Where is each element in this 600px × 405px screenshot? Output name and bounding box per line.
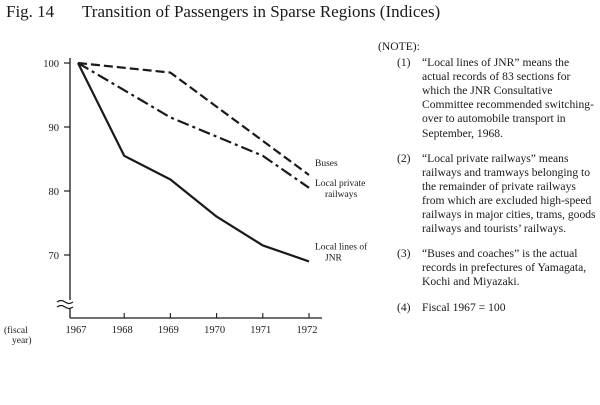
y-tick-label: 90 [49,123,60,134]
series-label: Local lines of JNR [315,241,368,263]
series-line-local-private-railways [77,62,310,189]
series-line-local-lines-of-jnr [77,62,310,263]
figure-title: Fig. 14 Transition of Passengers in Spars… [6,2,440,22]
y-tick-label: 80 [49,187,60,198]
note-item: (2) “Local private railways” means railw… [378,152,598,237]
series-label: Local private railways [315,179,365,200]
x-tick-label: 1972 [297,325,318,336]
chart-axes [56,58,322,319]
notes-panel: (NOTE): (1) “Local lines of JNR” means t… [378,40,598,326]
note-text: Fiscal 1967 = 100 [422,300,506,314]
note-text: “Buses and coaches” is the actual record… [422,247,587,289]
note-text: “Local private railways” means railways … [422,151,596,236]
note-number: (3) [397,247,411,261]
x-ticks: 1967 1968 1969 1970 1971 1972 [66,313,318,336]
series-group [77,61,310,263]
y-tick-label: 100 [43,59,59,70]
x-tick-label: 1970 [204,325,225,336]
note-number: (4) [397,300,411,314]
note-item: (3) “Buses and coaches” is the actual re… [378,247,598,289]
note-number: (1) [397,56,411,70]
notes-heading: (NOTE): [378,40,420,53]
figure-title-text: Transition of Passengers in Sparse Regio… [82,2,441,21]
figure-number: Fig. 14 [6,2,55,21]
x-axis-label-line1: (fiscal [4,325,28,336]
note-item: (1) “Local lines of JNR” means the actua… [378,56,598,141]
series-label: Buses [315,159,338,169]
x-tick-label: 1968 [112,325,133,336]
note-text: “Local lines of JNR” means the actual re… [422,56,594,140]
series-labels: Buses Local private railways Local lines of… [315,159,368,263]
y-tick-label: 70 [49,251,60,262]
series-line-buses [77,61,310,176]
note-number: (2) [397,151,411,165]
note-item: (4) Fiscal 1967 = 100 [378,301,598,315]
axis-break-icon [56,299,74,310]
x-axis-label-line2: year) [12,335,32,346]
x-tick-label: 1967 [66,325,87,336]
x-tick-label: 1969 [158,325,179,336]
x-tick-label: 1971 [250,325,271,336]
y-ticks: 70 80 90 100 [43,59,70,262]
